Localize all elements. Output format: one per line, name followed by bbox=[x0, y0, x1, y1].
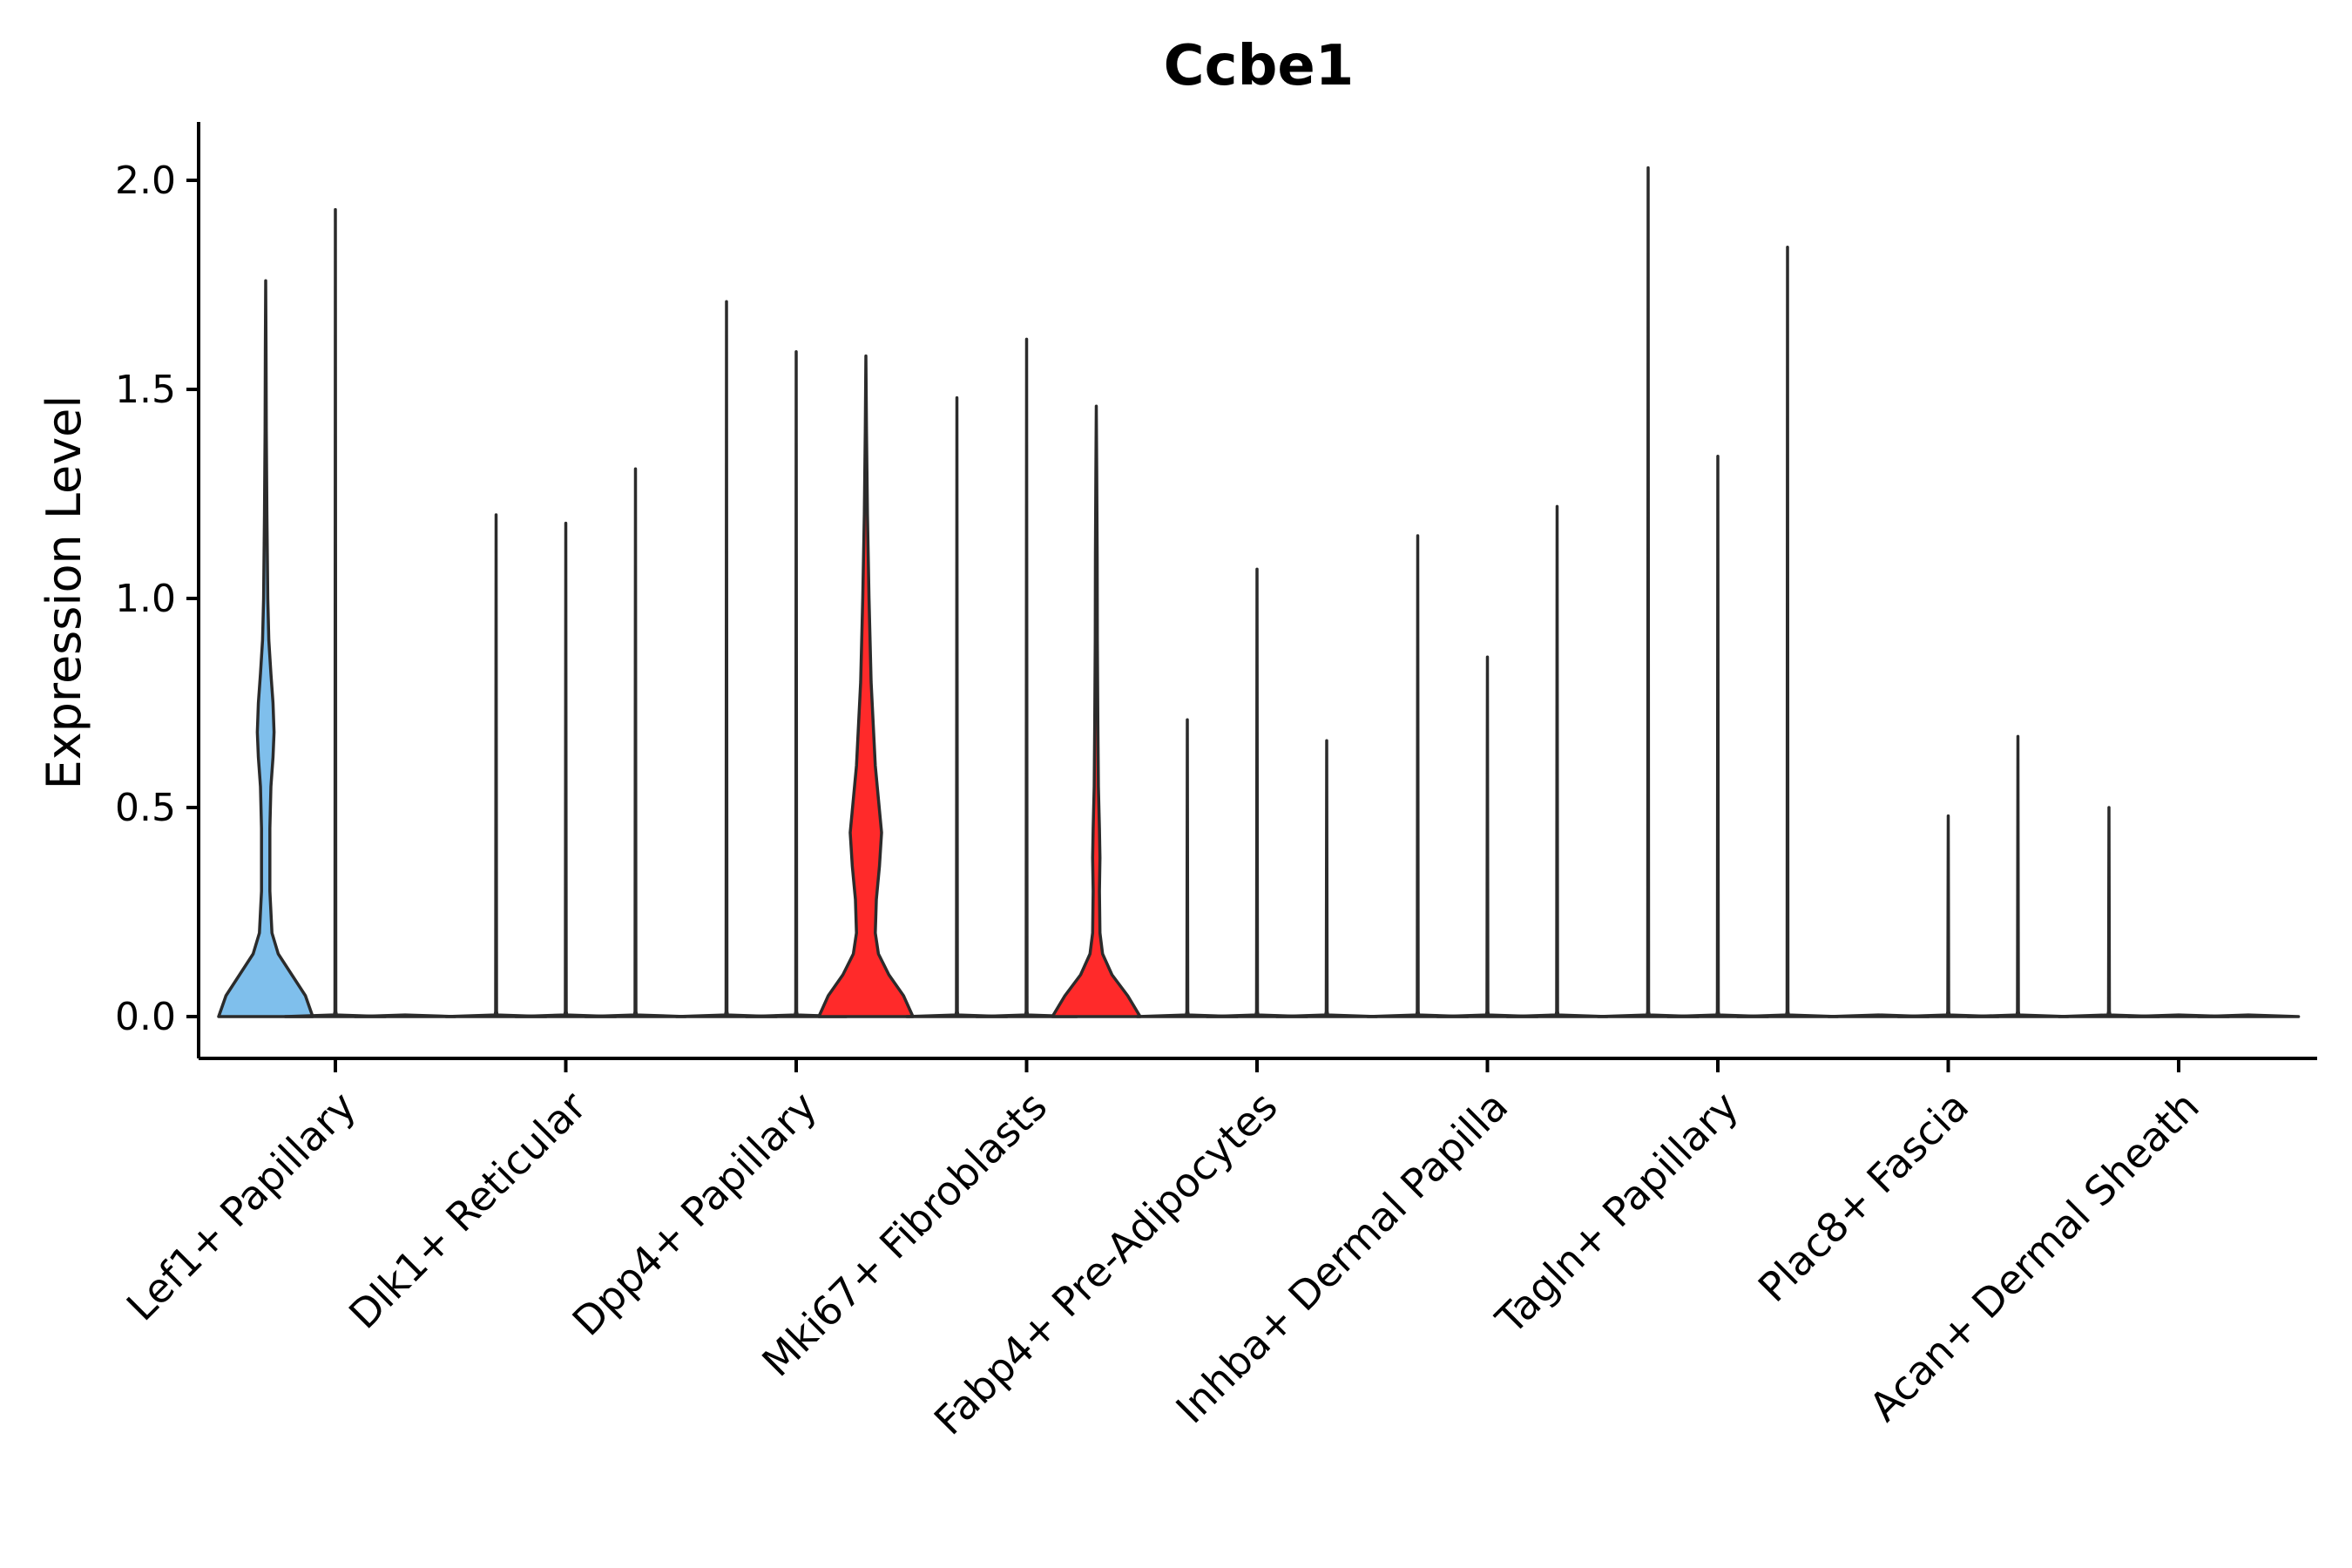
violin bbox=[744, 350, 848, 1018]
violin bbox=[674, 300, 779, 1018]
y-axis-label: Expression Level bbox=[37, 395, 91, 790]
violin bbox=[1135, 718, 1240, 1018]
y-axis: 0.0 0.5 1.0 1.5 2.0 bbox=[115, 122, 200, 1058]
violin bbox=[1505, 504, 1609, 1018]
violin bbox=[1596, 166, 1700, 1018]
y-tick-label: 2.0 bbox=[115, 159, 176, 203]
violin bbox=[1274, 739, 1379, 1018]
violin bbox=[2057, 806, 2161, 1018]
violin bbox=[975, 337, 1078, 1018]
violin bbox=[817, 354, 915, 1018]
violin bbox=[1051, 404, 1142, 1018]
x-tick-label: Dlk1+ Reticular bbox=[340, 1083, 595, 1338]
violins-group bbox=[217, 166, 2301, 1018]
violin bbox=[353, 1013, 457, 1018]
violin bbox=[1366, 534, 1470, 1018]
x-tick-label: Tagln+ Papillary bbox=[1486, 1083, 1747, 1344]
violin bbox=[514, 521, 618, 1018]
violin bbox=[1735, 246, 1840, 1018]
violin bbox=[2196, 1013, 2301, 1018]
x-tick-label: Plac8+ Fascia bbox=[1749, 1083, 1977, 1311]
violin bbox=[217, 279, 314, 1018]
violin bbox=[1966, 734, 2070, 1018]
violin bbox=[283, 207, 388, 1018]
violin bbox=[1896, 814, 2000, 1018]
violin bbox=[1666, 455, 1770, 1018]
y-tick-label: 1.0 bbox=[115, 577, 176, 621]
violin bbox=[444, 513, 548, 1018]
y-tick-label: 0.5 bbox=[115, 786, 176, 830]
violin bbox=[1205, 567, 1309, 1018]
violin bbox=[1436, 655, 1539, 1018]
violin bbox=[584, 467, 687, 1018]
chart-title: Ccbe1 bbox=[1164, 34, 1355, 98]
violin bbox=[905, 395, 1009, 1018]
y-tick-label: 0.0 bbox=[115, 995, 176, 1039]
y-tick-label: 1.5 bbox=[115, 368, 176, 412]
x-tick-label: Dpp4+ Papillary bbox=[564, 1083, 826, 1345]
x-tick-label: Lef1+ Papillary bbox=[118, 1083, 365, 1330]
